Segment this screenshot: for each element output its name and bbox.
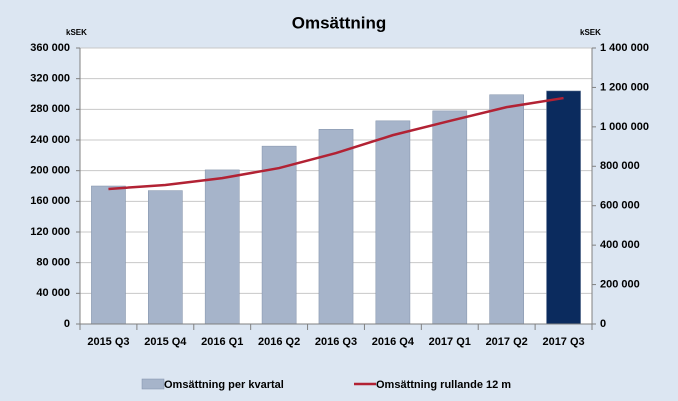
legend-swatch (141, 378, 165, 390)
y-tick-label: 160 000 (30, 195, 70, 207)
bar (204, 169, 240, 325)
y-tick-label: 200 000 (30, 165, 70, 177)
y-unit: kSEK (66, 28, 87, 37)
legend-label: Omsättning rullande 12 m (376, 379, 511, 391)
bar (91, 185, 126, 325)
y2-unit: kSEK (580, 28, 601, 37)
bar (546, 90, 581, 325)
x-tick-label: 2016 Q4 (372, 336, 415, 348)
y-tick-label: 80 000 (36, 257, 70, 269)
x-tick-label: 2017 Q1 (429, 336, 471, 348)
x-tick-label: 2015 Q3 (87, 336, 129, 348)
x-tick-label: 2017 Q3 (542, 336, 584, 348)
y-tick-label: 0 (64, 318, 70, 330)
y-tick-label: 240 000 (30, 134, 70, 146)
legend-label: Omsättning per kvartal (164, 379, 284, 391)
y2-tick-label: 200 000 (600, 278, 640, 290)
bar (261, 145, 297, 325)
bar (148, 190, 183, 325)
y-tick-label: 280 000 (30, 103, 70, 115)
y-tick-label: 360 000 (30, 42, 70, 54)
y-tick-label: 120 000 (30, 226, 70, 238)
y2-tick-label: 800 000 (600, 160, 640, 172)
x-tick-label: 2016 Q1 (201, 336, 243, 348)
y2-tick-label: 1 200 000 (600, 81, 649, 93)
x-tick-label: 2016 Q3 (315, 336, 357, 348)
y2-tick-label: 1 400 000 (600, 42, 649, 54)
y-tick-label: 40 000 (36, 287, 70, 299)
chart-title: Omsättning (292, 13, 386, 32)
bar (375, 120, 411, 325)
line (108, 96, 564, 191)
bar (318, 129, 354, 325)
y2-tick-label: 0 (600, 318, 606, 330)
y2-tick-label: 400 000 (600, 239, 640, 251)
x-tick-label: 2016 Q2 (258, 336, 300, 348)
x-tick-label: 2017 Q2 (486, 336, 528, 348)
y-tick-label: 320 000 (30, 73, 70, 85)
bar (489, 94, 524, 325)
y2-tick-label: 1 000 000 (600, 121, 649, 133)
y2-tick-label: 600 000 (600, 200, 640, 212)
x-tick-label: 2015 Q4 (144, 336, 187, 348)
bar (432, 110, 468, 325)
